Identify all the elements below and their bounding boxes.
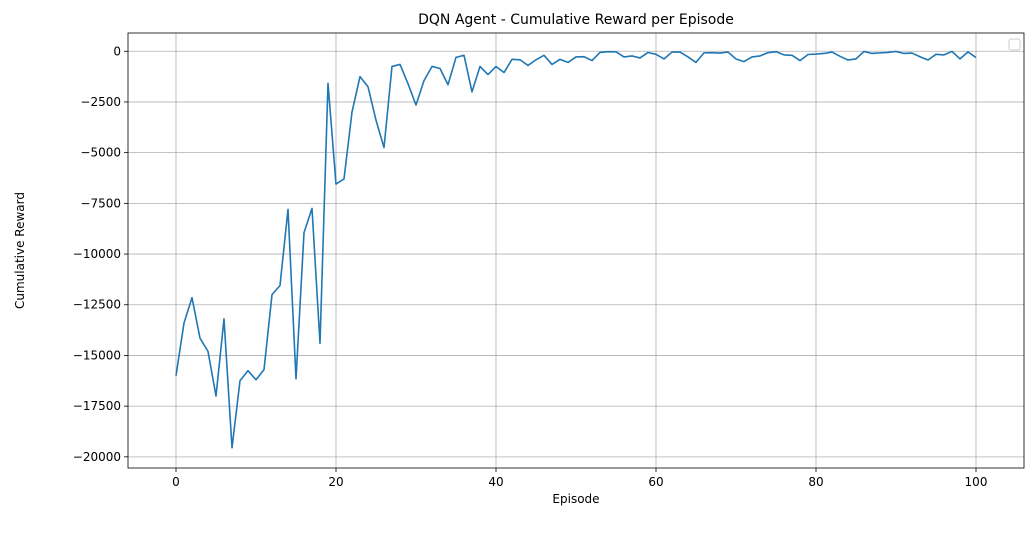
y-tick-label: −17500 <box>73 399 121 413</box>
y-tick-label: −20000 <box>73 450 121 464</box>
x-tick-label: 100 <box>965 475 988 489</box>
plot-area-frame <box>127 32 1025 469</box>
y-tick-label: −10000 <box>73 247 121 261</box>
series-layer <box>175 50 977 449</box>
chart-title: DQN Agent - Cumulative Reward per Episod… <box>418 12 734 28</box>
x-tick-label: 80 <box>808 475 823 489</box>
x-tick-label: 0 <box>172 475 180 489</box>
y-tick-label: −15000 <box>73 348 121 362</box>
y-tick-label: −5000 <box>80 146 121 160</box>
x-tick-label: 20 <box>328 475 343 489</box>
x-tick-label: 60 <box>648 475 663 489</box>
x-axis-label: Episode <box>552 492 599 506</box>
y-tick-label: −7500 <box>80 196 121 210</box>
legend-box <box>1008 38 1021 51</box>
grid <box>128 33 1024 468</box>
x-tick-label: 40 <box>488 475 503 489</box>
y-tick-label: 0 <box>113 44 121 58</box>
y-tick-label: −12500 <box>73 298 121 312</box>
reward-line <box>175 50 977 449</box>
x-axis: 0 20 40 60 80 100 <box>172 468 987 489</box>
y-axis-label: Cumulative Reward <box>13 192 27 309</box>
y-tick-label: −2500 <box>80 95 121 109</box>
y-axis: −20000 −17500 −15000 −12500 −10000 −7500 −5000… <box>73 44 128 464</box>
